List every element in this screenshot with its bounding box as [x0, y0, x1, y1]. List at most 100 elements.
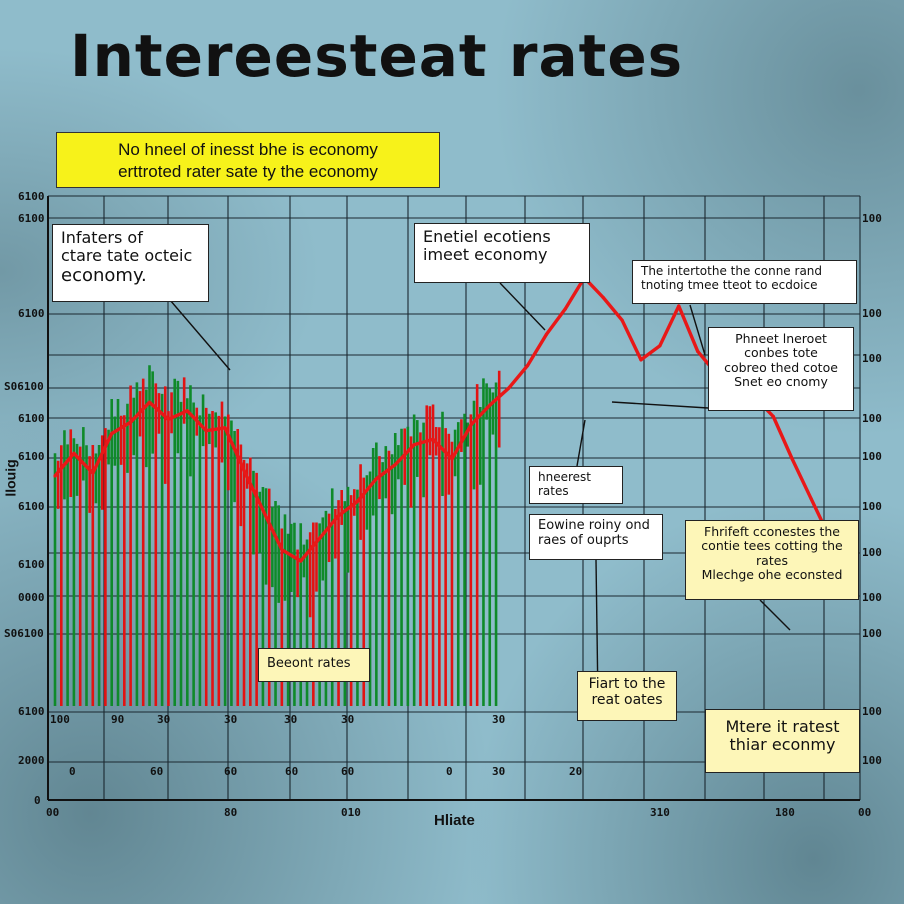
y-right-tick-label: 100 — [862, 546, 882, 559]
callout-box: Enetiel ecotiens imeet economy — [414, 223, 590, 283]
callout-line: Fiart to the — [588, 676, 666, 692]
y-tick-label: 6100 — [18, 412, 45, 425]
series-point — [469, 423, 473, 427]
x-tick-label: 30 — [341, 713, 355, 726]
series-point — [620, 318, 624, 322]
series-point — [166, 417, 171, 421]
callout-line: contie tees cotting the — [701, 538, 843, 554]
x-tick-label: 60 — [150, 765, 164, 778]
callout-line: Enetiel ecotiens — [423, 227, 551, 246]
series-point — [563, 307, 567, 311]
callout-line: Infaters of — [61, 228, 143, 247]
y-tick-label: 0 — [34, 794, 41, 807]
y-tick-label: 6100 — [18, 212, 45, 225]
x-tick-label: 60 — [285, 765, 299, 778]
callout-line: rates — [756, 552, 788, 568]
series-point — [318, 536, 322, 540]
x-tick-label: 30 — [492, 765, 506, 778]
series-point — [72, 451, 76, 455]
callout-box: Eowine roiny ond raes of ouprts — [529, 514, 663, 560]
x-tick-label: 310 — [650, 806, 670, 819]
series-line — [53, 276, 832, 563]
subtitle-box: No hneel of inesst bhe is economy erttro… — [56, 132, 440, 188]
y-right-tick-label: 100 — [862, 412, 882, 425]
series-point — [677, 304, 681, 308]
series-point — [110, 431, 114, 436]
callout-leader — [576, 419, 586, 467]
series-point — [696, 349, 700, 353]
y-right-tick-label: 100 — [862, 307, 882, 320]
y-right-tick-label: 100 — [862, 352, 882, 365]
series-point — [450, 457, 454, 461]
y-right-tick-label: 100 — [862, 450, 882, 463]
x-tick-label: 30 — [492, 713, 506, 726]
series-point — [53, 474, 57, 478]
callout-box: Beeont rates — [258, 648, 370, 682]
callout-box: The intertothe the conne rand tnoting tm… — [632, 260, 857, 304]
y-right-tick-label: 100 — [862, 705, 882, 718]
series-point — [393, 463, 397, 467]
callout-leader — [759, 599, 791, 631]
callout-line: reat oates — [591, 692, 663, 709]
callout-box: Infaters of ctare tate octeic economy. — [52, 224, 209, 302]
callout-leader — [611, 401, 709, 409]
callout-box: Mtere it ratest thiar econmy — [705, 709, 860, 773]
series-point — [147, 400, 152, 404]
series-point — [809, 497, 813, 501]
series-point — [204, 429, 208, 433]
y-tick-label: 6100 — [18, 450, 45, 463]
callout-line: Beeont rates — [267, 656, 351, 671]
callout-line: rates — [538, 483, 569, 498]
callout-line: Mtere it ratest — [725, 717, 840, 736]
series-point — [129, 420, 133, 424]
y-tick-label: 6100 — [18, 190, 45, 203]
x-tick-label: 30 — [157, 713, 171, 726]
x-tick-label: 60 — [224, 765, 238, 778]
y-right-tick-label: 100 — [862, 754, 882, 767]
x-tick-label: 90 — [111, 713, 125, 726]
x-tick-label: 60 — [341, 765, 355, 778]
series-point — [507, 386, 511, 390]
series-point — [790, 457, 794, 461]
y-right-tick-label: 100 — [862, 591, 882, 604]
callout-line: Snet eo cnomy — [734, 374, 828, 390]
callout-line: Fhrifeft cconestes the — [704, 524, 840, 539]
callout-box: Phneet lneroet conbes tote cobreo thed c… — [708, 327, 854, 411]
series-point — [488, 403, 492, 407]
x-tick-label: 0 — [446, 765, 453, 778]
y-tick-label: 2000 — [18, 754, 45, 767]
callout-line: Mlechge ohe econsted — [701, 567, 843, 583]
callout-line: conbes tote — [744, 345, 818, 361]
y-axis-title: llouig — [2, 459, 19, 497]
series-point — [242, 468, 246, 472]
callout-line: Eowine roiny ond — [538, 518, 650, 533]
series-point — [771, 414, 775, 419]
series-point — [261, 508, 265, 512]
series-point — [374, 477, 378, 481]
y-right-tick-label: 100 — [862, 212, 882, 225]
callout-line: cobreo thed cotoe — [724, 359, 838, 375]
x-tick-label: 0 — [69, 765, 76, 778]
series-point — [601, 295, 605, 300]
series-point — [223, 426, 227, 430]
callout-line: thiar econmy — [729, 735, 836, 755]
callout-box: hneerest rates — [529, 466, 623, 504]
page-title: Intereesteat rates — [70, 22, 684, 90]
callout-leaders — [169, 282, 791, 703]
series-point — [185, 409, 189, 413]
callout-line: ctare tate octeic — [61, 246, 193, 266]
callout-line: tnoting tmee tteot to ecdoice — [641, 277, 818, 292]
y-right-tick-label: 100 — [862, 500, 882, 513]
series-point — [412, 443, 416, 447]
x-tick-label: 010 — [341, 806, 361, 819]
x-tick-label: 80 — [224, 806, 238, 819]
callout-leader — [169, 299, 231, 371]
series-point — [91, 471, 95, 475]
callout-line: raes of ouprts — [538, 532, 629, 548]
x-tick-label: 100 — [50, 713, 70, 726]
callout-leader — [499, 282, 546, 331]
callout-line: imeet economy — [423, 245, 548, 265]
subtitle-line: erttroted rater sate ty the economy — [118, 162, 378, 181]
y-tick-label: S06100 — [4, 627, 44, 640]
x-tick-label: 20 — [569, 765, 583, 778]
